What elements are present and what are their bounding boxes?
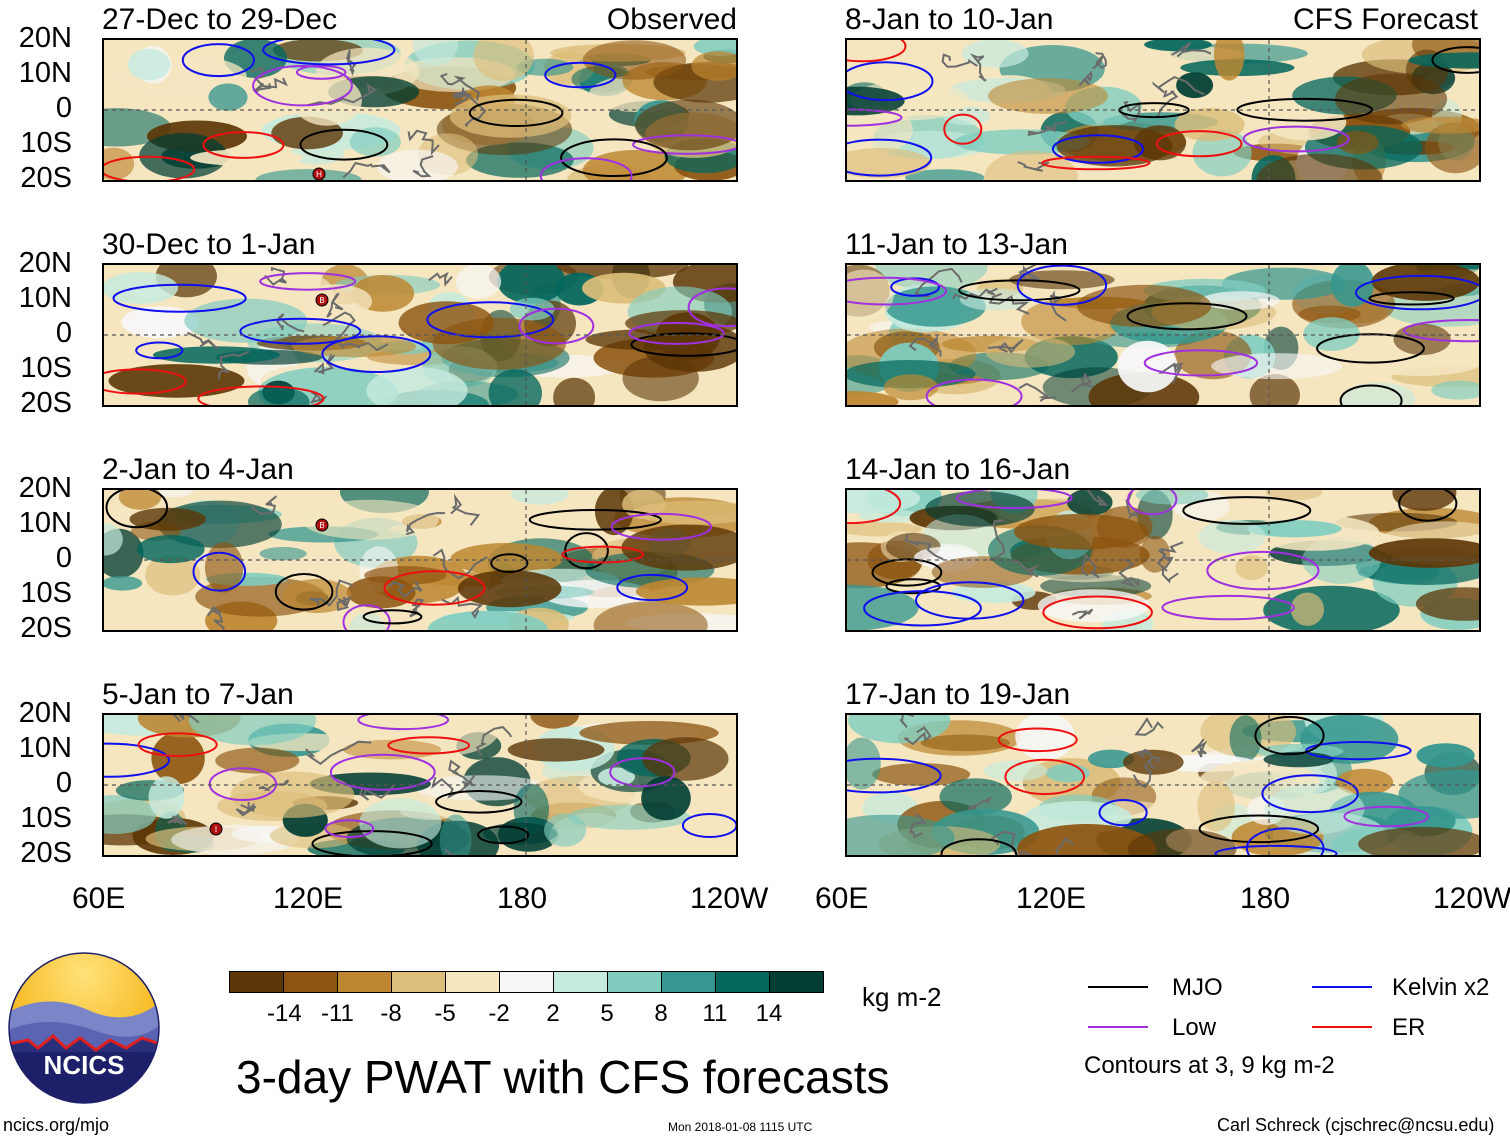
legend-low-label: Low — [1172, 1014, 1217, 1041]
lon-label-180-right: 180 — [1240, 882, 1291, 915]
colorbar-tick-label: -11 — [321, 1000, 354, 1027]
lat-label-10n-row1: 10N — [18, 282, 72, 314]
colorbar-tick-label: 5 — [600, 1000, 614, 1027]
panel-tag-forecast: CFS Forecast — [1292, 3, 1478, 36]
map-panel-fc-1 — [845, 263, 1481, 407]
lat-label-20n-row0: 20N — [18, 22, 72, 54]
legend-er-label: ER — [1392, 1014, 1426, 1041]
legend-kelvin-line — [1312, 986, 1372, 988]
storm-marker-label: B — [319, 296, 324, 305]
lon-label-60e-left: 60E — [72, 882, 126, 915]
lat-label-0-row1: 0 — [55, 317, 72, 349]
lat-label-0-row2: 0 — [55, 542, 72, 574]
map-panel-fc-2 — [845, 488, 1481, 632]
panel-title-obs-3: 5-Jan to 7-Jan — [102, 678, 294, 711]
legend-note: Contours at 3, 9 kg m-2 — [1084, 1052, 1335, 1079]
map-panel-obs-3: I — [102, 713, 738, 857]
lat-label-10s-row3: 10S — [20, 802, 72, 834]
legend-kelvin-label: Kelvin x2 — [1392, 974, 1490, 1001]
colorbar-swatch-6 — [553, 971, 608, 993]
legend-low-line — [1088, 1026, 1148, 1028]
lat-label-20s-row3: 20S — [20, 837, 72, 869]
lon-label-60e-right: 60E — [815, 882, 869, 915]
colorbar-tick-label: -8 — [380, 1000, 402, 1027]
legend-mjo-label: MJO — [1172, 974, 1223, 1001]
panel-title-fc-2: 14-Jan to 16-Jan — [845, 453, 1071, 486]
lat-label-10s-row2: 10S — [20, 577, 72, 609]
lon-label-180-left: 180 — [497, 882, 548, 915]
map-panel-obs-1: B — [102, 263, 738, 407]
map-panel-fc-3 — [845, 713, 1481, 857]
storm-marker-label: B — [319, 521, 324, 530]
colorbar — [229, 971, 824, 993]
panel-tag-observed: Observed — [606, 3, 737, 36]
colorbar-tick-label: -2 — [488, 1000, 510, 1027]
colorbar-swatch-0 — [229, 971, 284, 993]
panel-title-fc-0: 8-Jan to 10-Jan — [845, 3, 1054, 36]
map-panel-obs-2: B — [102, 488, 738, 632]
colorbar-swatch-5 — [499, 971, 554, 993]
colorbar-swatch-10 — [769, 971, 824, 993]
lat-label-20s-row1: 20S — [20, 387, 72, 419]
colorbar-tick-label: 11 — [702, 1000, 728, 1027]
panel-title-fc-3: 17-Jan to 19-Jan — [845, 678, 1071, 711]
colorbar-swatch-7 — [607, 971, 662, 993]
lat-label-0-row0: 0 — [55, 92, 72, 124]
panel-title-obs-1: 30-Dec to 1-Jan — [102, 228, 316, 261]
map-panel-obs-0: H — [102, 38, 738, 182]
lon-label-120w-right: 120W — [1433, 882, 1510, 915]
lat-label-20n-row3: 20N — [18, 697, 72, 729]
panel-title-obs-0: 27-Dec to 29-Dec — [102, 3, 338, 36]
colorbar-tick-label: -5 — [434, 1000, 456, 1027]
main-title: 3-day PWAT with CFS forecasts — [236, 1051, 890, 1103]
lat-label-10s-row0: 10S — [20, 127, 72, 159]
footer-url: ncics.org/mjo — [3, 1115, 110, 1135]
lat-label-10n-row2: 10N — [18, 507, 72, 539]
lat-label-0-row3: 0 — [55, 767, 72, 799]
colorbar-swatch-4 — [445, 971, 500, 993]
map-panel-fc-0 — [845, 38, 1481, 182]
colorbar-swatch-1 — [283, 971, 338, 993]
lon-label-120e-left: 120E — [273, 882, 344, 915]
logo-text: NCICS — [44, 1050, 125, 1080]
colorbar-unit: kg m-2 — [862, 982, 942, 1012]
lat-label-20s-row2: 20S — [20, 612, 72, 644]
footer-timestamp: Mon 2018-01-08 1115 UTC — [668, 1120, 813, 1134]
ncics-logo: NCICS — [8, 952, 160, 1104]
panel-title-obs-2: 2-Jan to 4-Jan — [102, 453, 294, 486]
colorbar-swatch-9 — [715, 971, 770, 993]
lon-label-120w-left: 120W — [690, 882, 769, 915]
colorbar-swatch-8 — [661, 971, 716, 993]
lat-label-20n-row1: 20N — [18, 247, 72, 279]
storm-marker-label: I — [215, 825, 217, 834]
colorbar-tick-label: 14 — [755, 1000, 783, 1027]
lat-label-20n-row2: 20N — [18, 472, 72, 504]
lat-label-10s-row1: 10S — [20, 352, 72, 384]
colorbar-swatch-2 — [337, 971, 392, 993]
lat-label-10n-row3: 10N — [18, 732, 72, 764]
footer-credit: Carl Schreck (cjschrec@ncsu.edu) — [1217, 1115, 1495, 1135]
legend-er-line — [1312, 1026, 1372, 1028]
colorbar-tick-label: 2 — [546, 1000, 560, 1027]
lon-label-120e-right: 120E — [1016, 882, 1087, 915]
colorbar-tick-label: -14 — [267, 1000, 302, 1027]
legend-mjo-line — [1088, 986, 1148, 988]
panel-title-fc-1: 11-Jan to 13-Jan — [845, 228, 1068, 261]
colorbar-swatch-3 — [391, 971, 446, 993]
lat-label-20s-row0: 20S — [20, 162, 72, 194]
storm-marker-label: H — [316, 170, 322, 179]
lat-label-10n-row0: 10N — [18, 57, 72, 89]
colorbar-tick-label: 8 — [654, 1000, 668, 1027]
